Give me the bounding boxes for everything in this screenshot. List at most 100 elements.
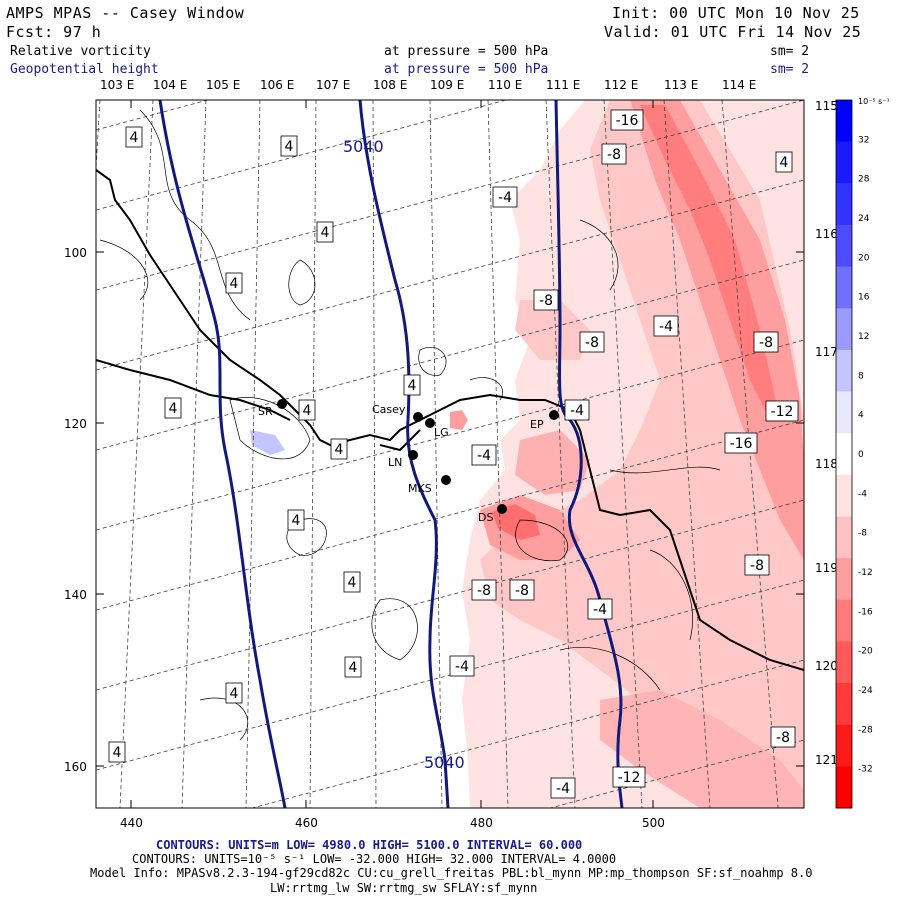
footer-height-prefix: CONTOURS: — [156, 838, 222, 852]
y-tick-label: 100 — [64, 246, 87, 260]
station-markers — [277, 399, 559, 514]
vort-label-box — [601, 143, 627, 165]
footer-model-info-2: LW:rrtmg_lw SW:rrtmg_sw SFLAY:sf_mynn — [270, 881, 538, 895]
vort-label-box — [225, 682, 243, 704]
field1-smoothing: sm= 2 — [770, 44, 810, 59]
colorbar-tick: -16 — [858, 607, 873, 617]
vort-label: -4 — [455, 659, 469, 675]
colorbar-frame — [835, 99, 853, 809]
colorbar-swatch — [836, 516, 852, 559]
colorbar-tick: 12 — [858, 332, 869, 342]
field2-name: Geopotential height — [10, 62, 159, 77]
vort-label: 4 — [408, 378, 417, 394]
station-marker-mks — [441, 475, 451, 485]
vort-label: 4 — [321, 225, 330, 241]
y-tick-labels: 100 120 140 160 — [64, 246, 87, 774]
vort-label: 4 — [130, 130, 139, 146]
vort-label: 4 — [303, 403, 312, 419]
colorbar-swatch — [836, 100, 852, 143]
vort-label: -16 — [730, 436, 753, 452]
colorbar-tick: 24 — [858, 214, 870, 224]
vort-label: -8 — [759, 335, 773, 351]
x-tick-label: 460 — [295, 816, 318, 830]
vort-label-box — [330, 438, 348, 460]
field2-level: at pressure = 500 hPa — [384, 62, 549, 77]
station-label-mks: MKS — [408, 482, 432, 495]
colorbar-tick: -28 — [858, 725, 873, 735]
station-label-sr: SR — [258, 405, 273, 418]
x-tick-label: 500 — [642, 816, 665, 830]
colorbar-tick: 16 — [858, 293, 870, 303]
vort-label-box — [225, 272, 243, 294]
vort-label: 4 — [348, 575, 357, 591]
colorbar-swatch — [836, 224, 852, 268]
colorbar-swatch — [836, 683, 852, 726]
colorbar-tick: 8 — [858, 371, 864, 381]
colorbar-swatch — [836, 558, 852, 601]
x-tick-label: 480 — [470, 816, 493, 830]
vort-label: 4 — [335, 442, 344, 458]
vort-label-box — [612, 766, 646, 788]
colorbar-tick: -24 — [858, 686, 873, 696]
colorbar-swatch — [836, 474, 852, 517]
vort-label: -8 — [750, 558, 764, 574]
vort-label: 4 — [780, 155, 789, 171]
station-marker-ep — [549, 410, 559, 420]
vort-label: -4 — [498, 190, 512, 206]
vort-label-box — [298, 399, 316, 421]
vort-label-box — [343, 571, 361, 593]
vort-label: -8 — [515, 583, 529, 599]
colorbar-tick: 4 — [858, 411, 864, 421]
vort-label: 4 — [169, 401, 178, 417]
colorbar-swatch — [836, 308, 852, 351]
vort-label: 4 — [230, 276, 239, 292]
colorbar-swatch — [836, 433, 852, 476]
vort-label: 4 — [113, 745, 122, 761]
vort-label-box — [449, 655, 475, 677]
lon-label: 105 E — [206, 78, 240, 92]
vort-label: 4 — [285, 139, 294, 155]
colorbar-swatch — [836, 724, 852, 767]
page-title: AMPS MPAS -- Casey Window — [6, 4, 245, 22]
station-label-lg: LG — [434, 426, 449, 439]
vort-label-box — [403, 374, 421, 396]
vort-label-box — [564, 399, 590, 421]
vort-label: -4 — [556, 781, 570, 797]
vort-label-box — [579, 331, 605, 353]
colorbar-tick: -12 — [858, 568, 873, 578]
vort-label-box — [287, 509, 305, 531]
vort-label-box — [775, 151, 793, 173]
lon-label: 107 E — [316, 78, 350, 92]
colorbar-tick: -32 — [858, 765, 873, 775]
lon-label: 103 E — [100, 78, 134, 92]
vort-label-box — [316, 221, 334, 243]
lon-label: 111 E — [546, 78, 580, 92]
field1-name: Relative vorticity — [10, 44, 151, 59]
lon-label: 112 E — [604, 78, 638, 92]
colorbar-tick: 32 — [858, 135, 869, 145]
vort-label-box — [610, 109, 644, 131]
vort-label: -8 — [607, 147, 621, 163]
station-label-ds: DS — [478, 511, 493, 524]
vort-label: 4 — [349, 660, 358, 676]
lon-label: 106 E — [260, 78, 294, 92]
latlon-grid — [96, 100, 804, 808]
station-label-ln: LN — [388, 456, 402, 469]
vort-label: 4 — [292, 513, 301, 529]
vort-label-box — [344, 656, 362, 678]
vort-label: -4 — [477, 448, 491, 464]
vort-label-box — [587, 598, 613, 620]
vort-label-box — [765, 400, 799, 422]
footer-vort-prefix: CONTOURS: — [132, 852, 198, 866]
vort-label: -8 — [776, 730, 790, 746]
colorbar-tick: 0 — [858, 450, 864, 460]
field2-smoothing: sm= 2 — [770, 62, 810, 77]
station-marker-ds — [497, 504, 507, 514]
colorbar-swatch — [836, 599, 852, 642]
x-tick-label: 440 — [120, 816, 143, 830]
colorbar-tick: 20 — [858, 253, 870, 263]
station-marker-casey — [413, 412, 423, 422]
colorbar-swatch — [836, 183, 852, 226]
colorbar-tick: -4 — [858, 489, 867, 499]
y-tick-label: 140 — [64, 588, 87, 602]
